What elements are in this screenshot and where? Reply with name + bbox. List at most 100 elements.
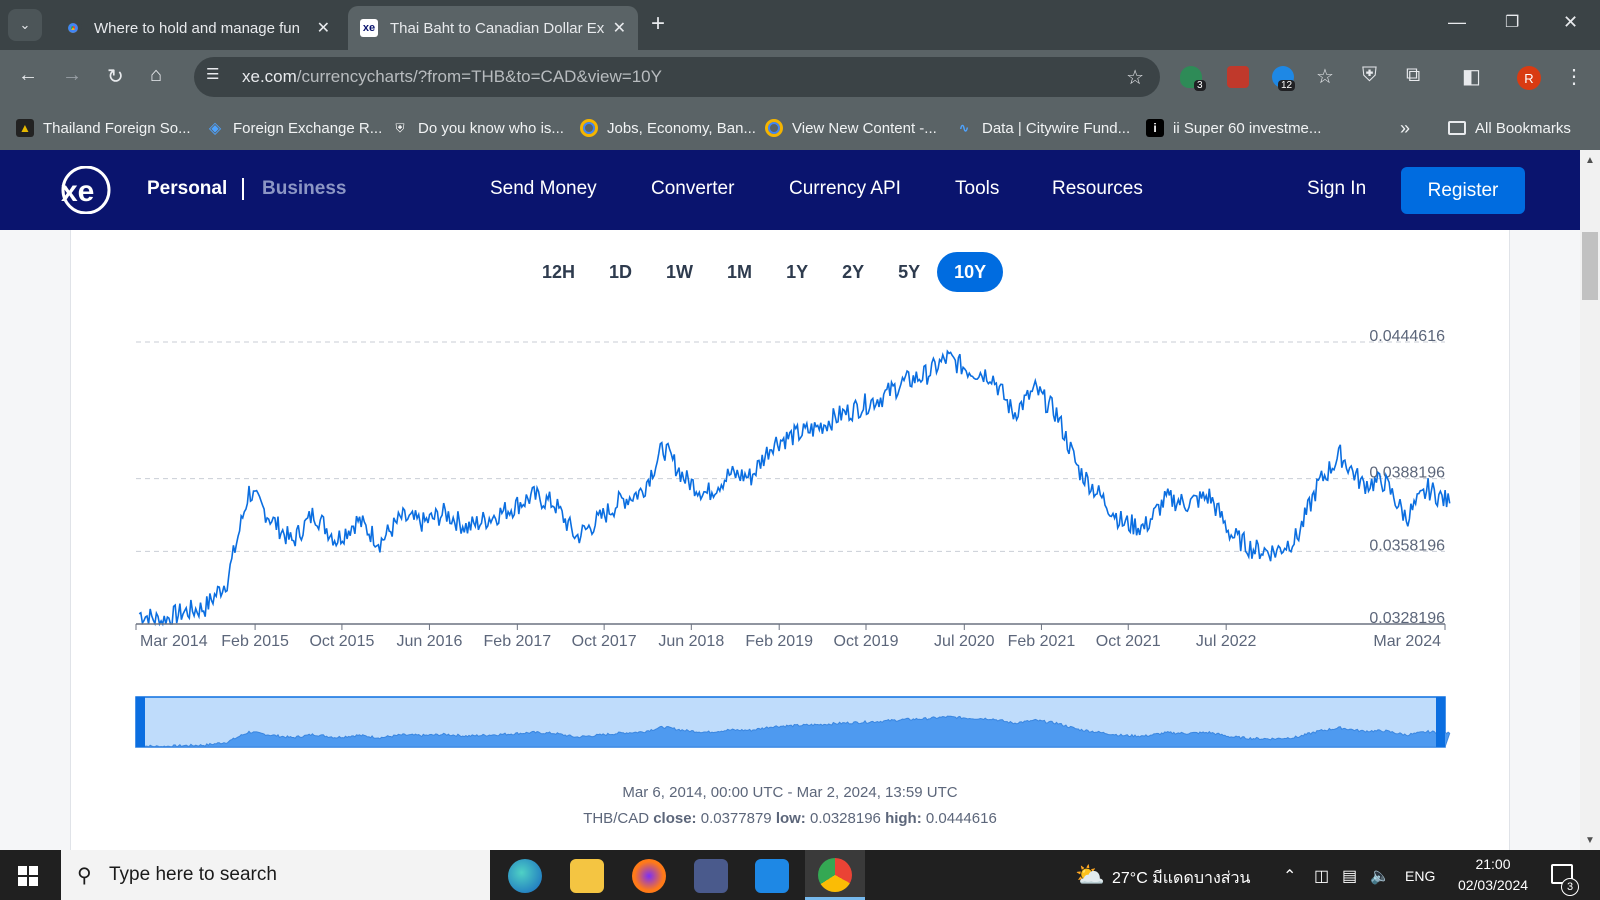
- nav-divider: [242, 178, 244, 200]
- scrollbar-thumb[interactable]: [1582, 232, 1598, 300]
- bookmark-label: Data | Citywire Fund...: [982, 119, 1131, 137]
- back-arrow-icon[interactable]: ←: [18, 64, 38, 86]
- clock-date: 02/03/2024: [1457, 877, 1529, 893]
- tab-where-to-hold[interactable]: Where to hold and manage fun ✕: [52, 6, 342, 50]
- weather-text[interactable]: 27°C มีแดดบางส่วน: [1112, 870, 1251, 887]
- range-tab-1d[interactable]: 1D: [609, 261, 633, 282]
- close-icon[interactable]: ✕: [612, 20, 626, 37]
- range-tab-10y[interactable]: 10Y: [937, 252, 1004, 292]
- xe-logo-text: xe: [61, 175, 94, 208]
- site-settings-icon[interactable]: ☰: [206, 66, 220, 83]
- bookmark-item[interactable]: ⛨ Do you know who is...: [391, 117, 563, 139]
- scroll-down-icon[interactable]: ▼: [1585, 835, 1595, 846]
- browser-toolbar: ← → ↻ ⌂ ☰ xe.com/currencycharts/?from=TH…: [0, 50, 1600, 104]
- side-panel-icon[interactable]: ◧: [1462, 66, 1481, 88]
- range-tab-1y[interactable]: 1Y: [786, 261, 809, 282]
- language-indicator[interactable]: ENG: [1405, 868, 1436, 884]
- ring-icon: [765, 119, 783, 137]
- range-tab-5y[interactable]: 5Y: [898, 261, 921, 282]
- close-icon[interactable]: ✕: [316, 20, 330, 37]
- nav-tools[interactable]: Tools: [955, 178, 1000, 199]
- home-icon[interactable]: ⌂: [150, 64, 163, 86]
- chevron-right-double-icon[interactable]: »: [1400, 117, 1411, 138]
- register-button[interactable]: Register: [1401, 167, 1525, 214]
- ring-icon: [580, 119, 598, 137]
- xe-logo[interactable]: xe: [54, 166, 118, 214]
- range-tabs: 12H 1D 1W 1M 1Y 2Y 5Y 10Y: [525, 252, 1004, 292]
- reload-icon[interactable]: ↻: [107, 66, 124, 88]
- chrome-taskbar-button[interactable]: [805, 850, 865, 900]
- calculator-icon[interactable]: [694, 859, 728, 893]
- edge-icon[interactable]: [508, 859, 542, 893]
- bookmark-item[interactable]: i ii Super 60 investme...: [1146, 117, 1321, 139]
- tab-title: Where to hold and manage fun: [94, 19, 300, 37]
- site-icon: ▲: [16, 119, 34, 137]
- nav-converter[interactable]: Converter: [651, 178, 735, 199]
- range-tab-1w[interactable]: 1W: [666, 261, 694, 282]
- close-label: close:: [653, 810, 697, 827]
- taskbar-search-input[interactable]: ⚲ Type here to search: [61, 850, 490, 900]
- bookmark-item[interactable]: Jobs, Economy, Ban...: [580, 117, 756, 139]
- bookmark-item[interactable]: ▲ Thailand Foreign So...: [16, 117, 191, 139]
- tab-xe-chart[interactable]: xe Thai Baht to Canadian Dollar Ex ✕: [348, 6, 638, 50]
- range-tab-2y[interactable]: 2Y: [842, 261, 865, 282]
- xe-icon: xe: [360, 19, 378, 37]
- tab-search-button[interactable]: ⌄: [8, 9, 42, 41]
- sign-in-link[interactable]: Sign In: [1307, 178, 1367, 199]
- puzzle-extensions-icon[interactable]: ⧉: [1406, 64, 1421, 86]
- file-explorer-icon[interactable]: [570, 859, 604, 893]
- chart-summary: THB/CAD close: 0.0377879 low: 0.0328196 …: [0, 810, 1580, 827]
- window-close-icon[interactable]: ✕: [1563, 12, 1579, 32]
- volume-icon[interactable]: 🔈: [1370, 868, 1390, 885]
- extension-badge: 3: [1194, 80, 1206, 91]
- chart-icon: ∿: [958, 121, 970, 135]
- page-scrollbar[interactable]: [1580, 150, 1600, 850]
- scroll-up-icon[interactable]: ▲: [1585, 155, 1595, 166]
- chrome-color-icon: [64, 19, 82, 37]
- range-tab-12h[interactable]: 12H: [542, 261, 576, 282]
- tab-title: Thai Baht to Canadian Dollar Ex: [390, 19, 605, 37]
- more-menu-icon[interactable]: ⋮: [1564, 66, 1584, 88]
- weather-icon[interactable]: ⛅: [1075, 862, 1105, 889]
- star-extension-icon[interactable]: ☆: [1316, 66, 1334, 88]
- chart-date-range: Mar 6, 2014, 00:00 UTC - Mar 2, 2024, 13…: [622, 784, 958, 801]
- plus-icon: +: [651, 10, 666, 37]
- nav-resources[interactable]: Resources: [1052, 178, 1143, 199]
- nav-currency-api[interactable]: Currency API: [789, 178, 901, 199]
- bookmark-star-icon[interactable]: ☆: [1126, 67, 1144, 89]
- forward-arrow-icon[interactable]: →: [62, 64, 82, 86]
- new-tab-button[interactable]: +: [651, 10, 665, 38]
- bookmark-label: ii Super 60 investme...: [1173, 119, 1322, 137]
- tray-chevron-up-icon[interactable]: ⌃: [1283, 868, 1297, 885]
- bookmark-item[interactable]: View New Content -...: [765, 117, 937, 139]
- firefox-icon[interactable]: [632, 859, 666, 893]
- all-bookmarks-label: All Bookmarks: [1475, 119, 1571, 137]
- diamond-icon: ◈: [208, 120, 222, 137]
- low-label: low:: [775, 810, 806, 827]
- address-bar[interactable]: ☰ xe.com/currencycharts/?from=THB&to=CAD…: [194, 57, 1160, 97]
- windows-start-icon[interactable]: [18, 866, 38, 886]
- bookmarks-bar: ▲ Thailand Foreign So... ◈ Foreign Excha…: [0, 104, 1600, 150]
- all-bookmarks-button[interactable]: All Bookmarks: [1448, 117, 1571, 139]
- battery-icon[interactable]: ◫: [1314, 868, 1330, 885]
- calendar-icon[interactable]: [755, 859, 789, 893]
- profile-avatar[interactable]: R: [1517, 66, 1541, 90]
- bookmark-item[interactable]: ◈ Foreign Exchange R...: [206, 117, 382, 139]
- range-tab-1m[interactable]: 1M: [727, 261, 753, 282]
- nav-send-money[interactable]: Send Money: [490, 178, 597, 199]
- chart-card: [70, 230, 1510, 850]
- extension-badge: 12: [1278, 80, 1296, 91]
- restore-icon[interactable]: ❐: [1505, 14, 1520, 31]
- bookmark-item[interactable]: ∿ Data | Citywire Fund...: [955, 117, 1130, 139]
- pair-label: THB/CAD: [583, 810, 650, 827]
- nav-business[interactable]: Business: [262, 178, 347, 199]
- notification-count: 3: [1561, 878, 1579, 896]
- nav-personal[interactable]: Personal: [147, 178, 228, 199]
- high-label: high:: [885, 810, 922, 827]
- low-value: 0.0328196: [809, 810, 881, 827]
- network-icon[interactable]: ▤: [1342, 868, 1358, 885]
- taskbar-clock[interactable]: 21:00 02/03/2024: [1448, 854, 1538, 896]
- pdf-extension-icon[interactable]: [1227, 66, 1249, 88]
- shield-icon[interactable]: ⛨: [1362, 64, 1377, 86]
- minimize-icon[interactable]: —: [1448, 12, 1466, 32]
